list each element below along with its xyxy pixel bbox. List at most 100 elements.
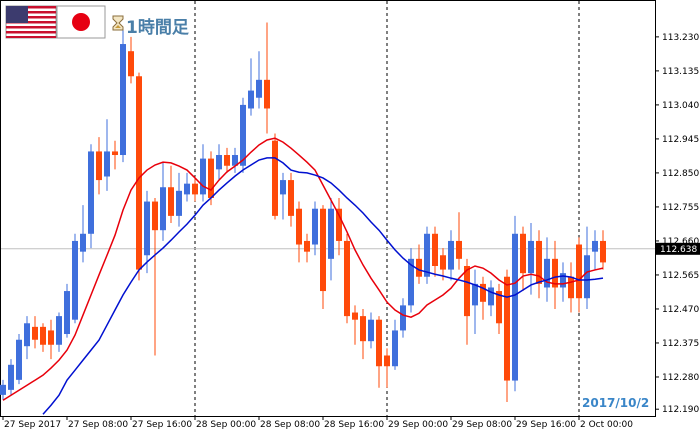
y-tick-label: 113.040: [662, 101, 699, 111]
candle-body: [136, 76, 142, 270]
candle-body: [392, 330, 398, 367]
candle-body: [544, 258, 550, 288]
plot-area: [0, 22, 655, 415]
y-tick-label: 112.470: [662, 305, 699, 315]
x-tick-label: 27 Sep 2017: [4, 420, 61, 430]
x-tick-label: 28 Sep 00:00: [196, 420, 256, 430]
candle-body: [0, 384, 6, 395]
candle-body: [296, 208, 302, 245]
candle-body: [112, 151, 118, 156]
y-tick-label: 112.660: [662, 237, 699, 247]
candle-body: [8, 364, 14, 390]
candle-body: [280, 180, 286, 195]
x-tick-label: 29 Sep 00:00: [388, 420, 448, 430]
candle-body: [248, 90, 254, 109]
candle-body: [344, 240, 350, 317]
x-tick-label: 27 Sep 16:00: [132, 420, 192, 430]
us-stripes: [6, 6, 56, 38]
candle-body: [376, 319, 382, 367]
candle-body: [440, 255, 446, 270]
candle-body: [568, 276, 574, 299]
candle-body: [576, 244, 582, 299]
candle-body: [408, 258, 414, 306]
candle-body: [328, 208, 334, 259]
hourglass-icon: [112, 15, 124, 31]
candle-body: [496, 291, 502, 324]
candle-body: [16, 339, 22, 380]
y-tick-label: 112.755: [662, 203, 699, 213]
current-price-label: 112.638: [660, 245, 697, 255]
candle-body: [40, 326, 46, 345]
candle-body: [600, 240, 606, 263]
candle-body: [424, 233, 430, 277]
candle-body: [80, 233, 86, 252]
y-tick-label: 112.850: [662, 169, 699, 179]
x-tick-label: 28 Sep 16:00: [324, 420, 384, 430]
candle-body: [528, 240, 534, 274]
x-tick-label: 28 Sep 08:00: [260, 420, 320, 430]
y-tick-label: 113.135: [662, 67, 699, 77]
y-tick-label: 112.565: [662, 271, 699, 281]
candle-body: [384, 355, 390, 367]
candle-body: [592, 240, 598, 252]
candle-body: [400, 305, 406, 331]
candle-body: [224, 155, 230, 166]
candle-body: [456, 240, 462, 259]
y-tick-label: 112.945: [662, 135, 699, 145]
candle-body: [184, 183, 190, 195]
chart-title: 1時間足: [126, 17, 189, 38]
candle-body: [488, 287, 494, 306]
candle-body: [584, 255, 590, 299]
candle-body: [120, 44, 126, 156]
candle-body: [480, 283, 486, 302]
candle-body: [264, 79, 270, 109]
candle-body: [200, 158, 206, 195]
candle-body: [192, 183, 198, 195]
candle-body: [368, 319, 374, 342]
x-tick-label: 29 Sep 16:00: [516, 420, 576, 430]
candle-body: [536, 240, 542, 284]
y-tick-label: 113.230: [662, 33, 699, 43]
candle-body: [168, 187, 174, 216]
candle-body: [272, 140, 278, 216]
candle-body: [152, 201, 158, 231]
candle-body: [48, 330, 54, 345]
candle-body: [88, 151, 94, 234]
candle-body: [288, 180, 294, 216]
candle-body: [304, 240, 310, 252]
candle-body: [432, 233, 438, 266]
candle-body: [312, 208, 318, 245]
candle-body: [72, 240, 78, 320]
us-canton: [6, 6, 28, 23]
current-price-box: [656, 242, 700, 255]
candle-body: [320, 208, 326, 292]
x-tick-label: 29 Sep 08:00: [452, 420, 512, 430]
jp-disc: [72, 13, 90, 31]
x-tick-label: 2 Oct 00:00: [580, 420, 633, 430]
date-label: 2017/10/2: [582, 396, 649, 410]
candle-body: [464, 265, 470, 317]
candle-body: [64, 291, 70, 335]
candle-body: [232, 155, 238, 166]
moving-average-line: [2, 137, 604, 401]
candle-body: [448, 240, 454, 270]
y-tick-label: 112.190: [662, 405, 699, 415]
candle-body: [128, 51, 134, 77]
candle-body: [336, 208, 342, 241]
candle-body: [472, 283, 478, 306]
candle-body: [24, 323, 30, 347]
plot-frame: [0, 0, 656, 417]
candle-body: [512, 233, 518, 381]
candle-body: [144, 201, 150, 256]
candle-body: [216, 155, 222, 170]
candle-body: [416, 258, 422, 277]
candle-body: [552, 258, 558, 288]
candle-body: [56, 316, 62, 345]
candle-body: [504, 276, 510, 381]
candle-body: [352, 312, 358, 320]
candle-body: [96, 151, 102, 181]
y-tick-label: 112.375: [662, 339, 699, 349]
y-tick-label: 112.280: [662, 373, 699, 383]
